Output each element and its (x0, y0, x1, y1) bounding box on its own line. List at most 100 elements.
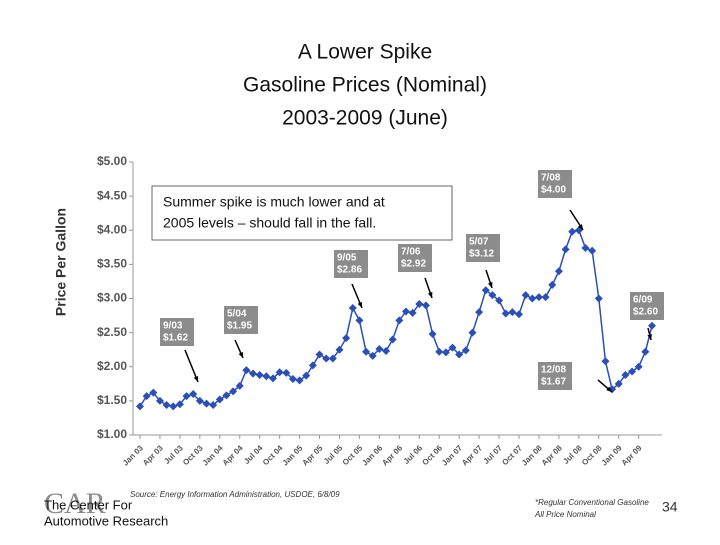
data-point (149, 388, 158, 397)
data-point (195, 396, 204, 405)
data-point (335, 345, 344, 354)
y-tick-label: $2.50 (97, 325, 127, 339)
annotation-arrow (184, 349, 199, 383)
data-point (355, 316, 364, 325)
callout: 2005 levels – should fall in the fall. (163, 215, 376, 231)
y-tick-label: $4.50 (97, 188, 127, 202)
data-point (136, 402, 144, 411)
data-point (288, 375, 297, 384)
data-point (594, 294, 603, 303)
arrow-head (578, 224, 583, 230)
data-point (189, 390, 198, 399)
data-point (441, 348, 450, 357)
data-point (481, 286, 490, 295)
annotation-label: 12/08 (541, 365, 566, 376)
data-point (302, 371, 311, 380)
data-point (182, 392, 191, 401)
arrow-head (238, 352, 243, 358)
data-point (561, 245, 570, 254)
data-point (534, 293, 543, 302)
data-point (581, 243, 590, 252)
data-point (621, 370, 630, 379)
data-point (461, 346, 470, 355)
data-point (275, 368, 284, 377)
data-point (155, 396, 164, 405)
data-point (648, 321, 656, 330)
annotation-label: $1.67 (541, 377, 566, 388)
y-tick-label: $2.00 (97, 359, 127, 373)
y-tick-label: $3.50 (97, 257, 127, 271)
annotation-box (538, 362, 572, 390)
data-point (328, 354, 337, 363)
data-point (541, 293, 550, 302)
footnote: All Price Nominal (534, 510, 596, 519)
data-point (375, 345, 384, 354)
arrow-head (606, 386, 612, 392)
data-point (342, 334, 351, 343)
annotation-box (466, 234, 500, 262)
footnote: *Regular Conventional Gasoline (535, 498, 649, 507)
data-point (362, 347, 371, 356)
logo-text: The Center For (44, 497, 133, 512)
logo-mark: CAR (44, 487, 106, 520)
data-point (262, 372, 271, 381)
data-point (475, 308, 484, 317)
annotation-box (224, 306, 258, 334)
y-tick-label: $5.00 (97, 154, 127, 168)
data-point (175, 400, 184, 409)
page-number: 34 (662, 499, 678, 515)
y-tick-label: $3.00 (97, 291, 127, 305)
data-point (255, 370, 264, 379)
data-point (322, 354, 331, 363)
annotation-label: $2.60 (633, 307, 658, 318)
data-point (388, 335, 397, 344)
data-point (421, 301, 430, 310)
data-point (501, 309, 510, 318)
data-point (528, 294, 537, 303)
annotation-label: $2.86 (337, 265, 362, 276)
data-point (222, 391, 231, 400)
y-tick-label: $1.00 (97, 427, 127, 441)
data-point (408, 308, 417, 317)
annotation-box (538, 170, 572, 198)
annotation-box (398, 244, 432, 272)
data-point (554, 267, 563, 276)
annotation-label: $3.12 (469, 249, 494, 260)
annotation-label: $1.62 (163, 333, 188, 344)
callout-box (151, 185, 453, 241)
arrow-head (193, 376, 199, 382)
data-point (382, 347, 391, 356)
annotation-label: $4.00 (541, 185, 566, 196)
data-point (368, 351, 377, 360)
data-point (348, 304, 357, 313)
arrow-head (647, 334, 652, 340)
annotation-box (160, 318, 194, 346)
annotation-label: $2.92 (401, 259, 426, 270)
annotation-box (334, 250, 368, 278)
title-line: 2003-2009 (June) (282, 107, 448, 130)
data-point (315, 350, 324, 359)
data-point (455, 350, 464, 359)
data-point (229, 387, 238, 396)
callout: Summer spike is much lower and at (163, 194, 385, 210)
data-point (282, 368, 291, 377)
data-point (588, 246, 597, 255)
data-point (428, 329, 437, 338)
annotation-label: 7/08 (541, 173, 561, 184)
data-point (448, 343, 457, 352)
data-point (169, 402, 178, 411)
data-point (249, 369, 258, 378)
annotation-label: 9/03 (163, 321, 183, 332)
data-point (401, 307, 410, 316)
data-point (142, 392, 151, 401)
annotation-box (630, 292, 664, 320)
title-line: A Lower Spike (298, 41, 432, 64)
data-point (628, 367, 637, 376)
data-point (202, 399, 211, 408)
data-point (548, 280, 557, 289)
y-tick-label: $1.50 (97, 393, 127, 407)
annotation-label: 6/09 (633, 295, 653, 306)
logo-text: Automotive Research (44, 513, 168, 528)
data-point (162, 400, 171, 409)
data-point (435, 347, 444, 356)
